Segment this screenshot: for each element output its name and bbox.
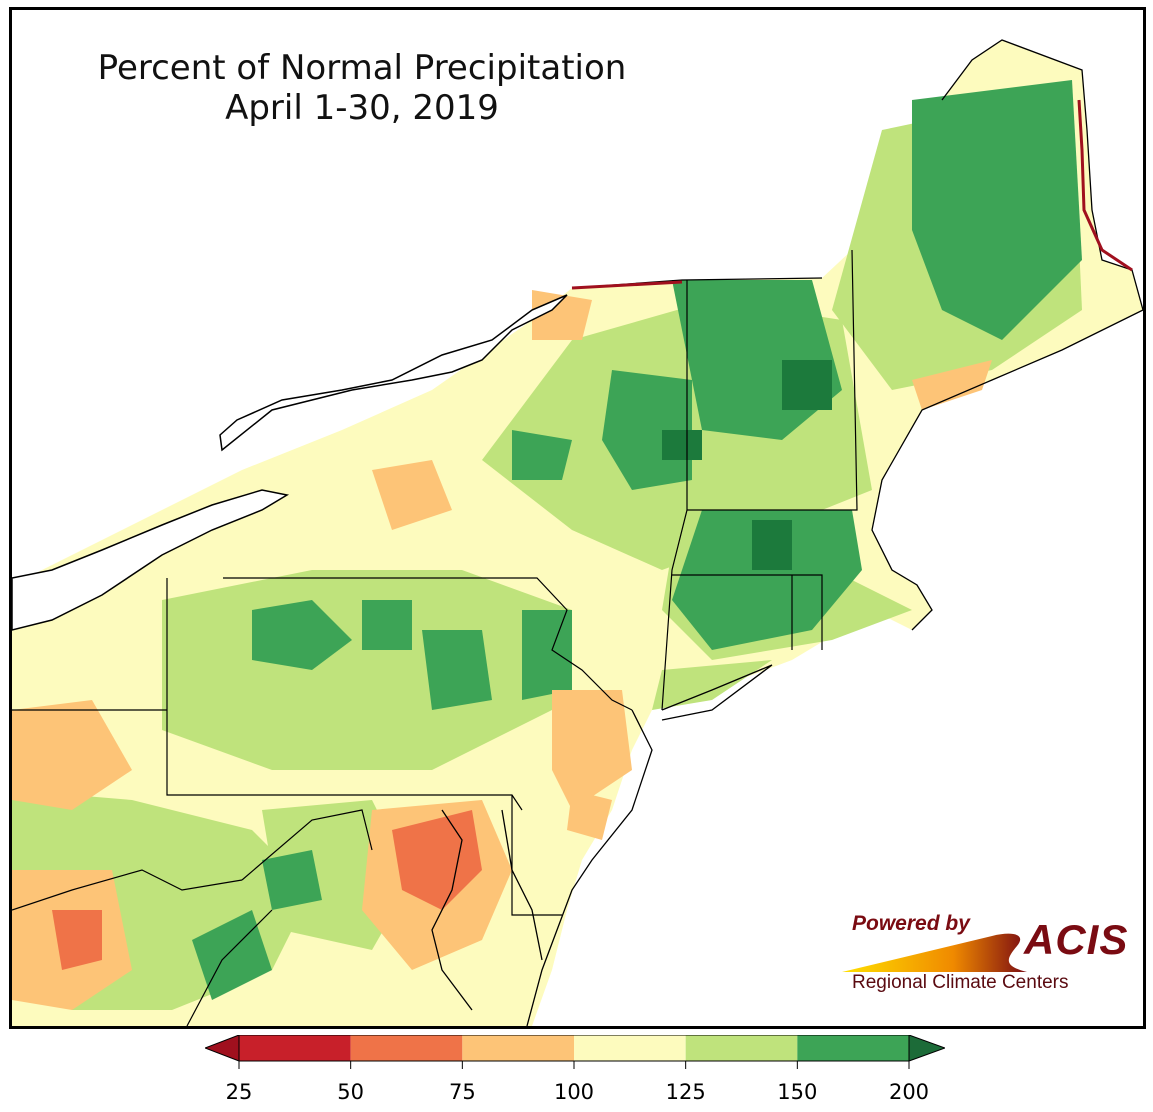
band-150-200 [192,80,1082,1000]
lake-ontario [219,294,568,452]
legend-tick-label: 50 [337,1080,365,1104]
swoosh-icon [842,933,1027,972]
acis-logo: Powered by ACIS Regional Climate Centers [832,908,1132,1008]
band-200-plus [662,360,832,570]
legend-bin [239,1035,351,1061]
legend-tick-label: 100 [553,1080,595,1104]
border-marker [1077,99,1133,272]
logo-powered-by: Powered by [852,912,970,935]
legend-bin [685,1035,798,1061]
legend-over-arrow [908,1035,945,1062]
legend-bin [462,1035,574,1061]
legend-tick-label: 125 [665,1080,706,1104]
legend-bin [350,1035,463,1061]
border-marker [571,280,683,290]
legend-tick-label: 75 [448,1080,476,1104]
band-50-75 [52,810,482,970]
legend-tick-label: 150 [777,1080,818,1104]
legend-bin [797,1035,909,1061]
color-legend [205,1035,945,1069]
state-boundaries [12,249,858,1026]
lake-erie [12,489,290,631]
logo-subtitle: Regional Climate Centers [852,972,1069,993]
legend-tick-label: 25 [225,1080,253,1104]
map-title: Percent of Normal Precipitation [97,48,627,88]
map-panel: Percent of Normal Precipitation April 1-… [9,7,1146,1029]
logo-brand: ACIS [1024,916,1129,963]
precipitation-map [12,39,1143,1026]
map-date-range: April 1-30, 2019 [225,88,499,128]
legend-bin [574,1035,686,1061]
legend-tick-label: 200 [888,1080,930,1104]
coastline [431,39,1143,1026]
legend-under-arrow [205,1035,240,1062]
